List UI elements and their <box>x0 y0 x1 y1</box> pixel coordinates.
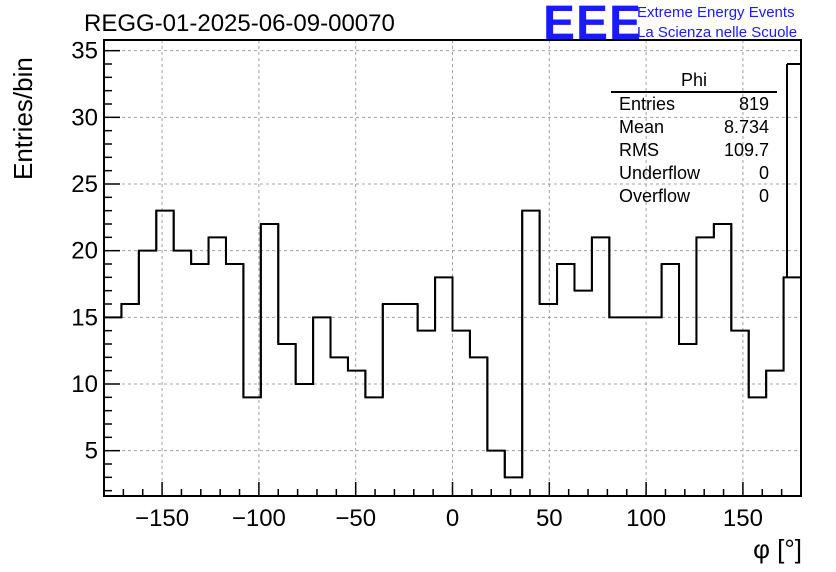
histogram-bin <box>731 331 748 496</box>
x-axis-label: φ [°] <box>753 534 802 564</box>
stats-value: 8.734 <box>723 117 769 137</box>
y-axis-label: Entries/bin <box>8 57 38 180</box>
histogram-bin <box>714 224 731 496</box>
histogram-bin <box>679 344 696 496</box>
y-tick-label: 20 <box>71 238 98 265</box>
histogram-bin <box>574 291 591 496</box>
x-tick-label: 150 <box>723 505 763 532</box>
y-tick-label: 30 <box>71 104 98 131</box>
histogram-bin <box>557 264 574 496</box>
histogram-bin <box>784 277 801 496</box>
stats-value: 819 <box>738 94 769 114</box>
histogram-bin <box>121 304 138 496</box>
logo-line-1: Extreme Energy Events <box>637 4 795 21</box>
x-tick-label: 50 <box>536 505 563 532</box>
y-tick-label: 5 <box>85 438 98 465</box>
y-tick-label: 10 <box>71 371 98 398</box>
histogram-bin <box>435 277 452 496</box>
y-tick-label: 25 <box>71 171 98 198</box>
histogram-bin <box>243 397 260 496</box>
histogram-bin <box>331 357 348 496</box>
histogram-bin <box>453 331 470 496</box>
histogram-bin <box>522 211 539 496</box>
histogram-bin <box>296 384 313 496</box>
histogram-bin <box>156 211 173 496</box>
histogram-bin <box>627 317 644 496</box>
histogram-bin <box>766 371 783 496</box>
histogram-bin <box>418 331 435 496</box>
y-tick-label: 15 <box>71 304 98 331</box>
stats-label: Overflow <box>619 186 691 206</box>
stats-box-title: Phi <box>611 70 777 93</box>
stats-value: 0 <box>758 163 769 183</box>
histogram-bin <box>174 251 191 496</box>
histogram-bin <box>487 451 504 496</box>
histogram-bin <box>139 251 156 496</box>
histogram-bin <box>696 237 713 496</box>
eee-logo: EEE <box>543 0 643 50</box>
histogram-outline <box>104 209 801 479</box>
x-tick-label: −50 <box>335 505 376 532</box>
stats-row-rms: RMS 109.7 <box>611 139 777 162</box>
histogram-bin <box>540 304 557 496</box>
logo-line-2: La Scienza nelle Scuole <box>637 24 798 41</box>
histogram-bin <box>226 264 243 496</box>
histogram-bin <box>348 371 365 496</box>
histogram-bin <box>592 237 609 496</box>
stats-value: 0 <box>758 186 769 206</box>
stats-value: 109.7 <box>723 140 769 160</box>
histogram-bin <box>209 237 226 496</box>
stats-row-entries: Entries 819 <box>611 93 777 116</box>
histogram-bin <box>313 317 330 496</box>
histogram-bin <box>749 397 766 496</box>
x-tick-label: 0 <box>446 505 459 532</box>
x-tick-label: 100 <box>626 505 666 532</box>
stats-row-mean: Mean 8.734 <box>611 116 777 139</box>
stats-row-underflow: Underflow 0 <box>611 162 777 185</box>
histogram-bin <box>365 397 382 496</box>
histogram-bin <box>278 344 295 496</box>
histogram-bin <box>609 317 626 496</box>
stats-box: Phi Entries 819 Mean 8.734 RMS 109.7 Und… <box>611 70 777 208</box>
stats-label: RMS <box>619 140 659 160</box>
stats-row-overflow: Overflow 0 <box>611 185 777 208</box>
histogram-bin <box>191 264 208 496</box>
x-tick-label: −100 <box>232 505 286 532</box>
histogram-bin <box>261 224 278 496</box>
stats-label: Underflow <box>619 163 701 183</box>
x-tick-label: −150 <box>135 505 189 532</box>
y-tick-label: 35 <box>71 38 98 65</box>
histogram-bin <box>644 317 661 496</box>
histogram-bin <box>662 264 679 496</box>
chart-title: REGG-01-2025-06-09-00070 <box>84 10 395 37</box>
stats-label: Entries <box>619 94 676 114</box>
stats-label: Mean <box>619 117 665 137</box>
histogram-bin <box>400 304 417 496</box>
histogram-bin <box>505 477 522 496</box>
histogram-bin <box>470 357 487 496</box>
histogram-bin <box>383 304 400 496</box>
